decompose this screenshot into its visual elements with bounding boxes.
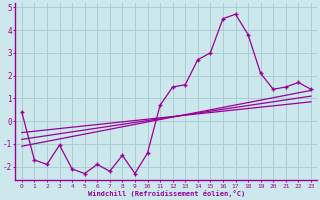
X-axis label: Windchill (Refroidissement éolien,°C): Windchill (Refroidissement éolien,°C) [88, 190, 245, 197]
